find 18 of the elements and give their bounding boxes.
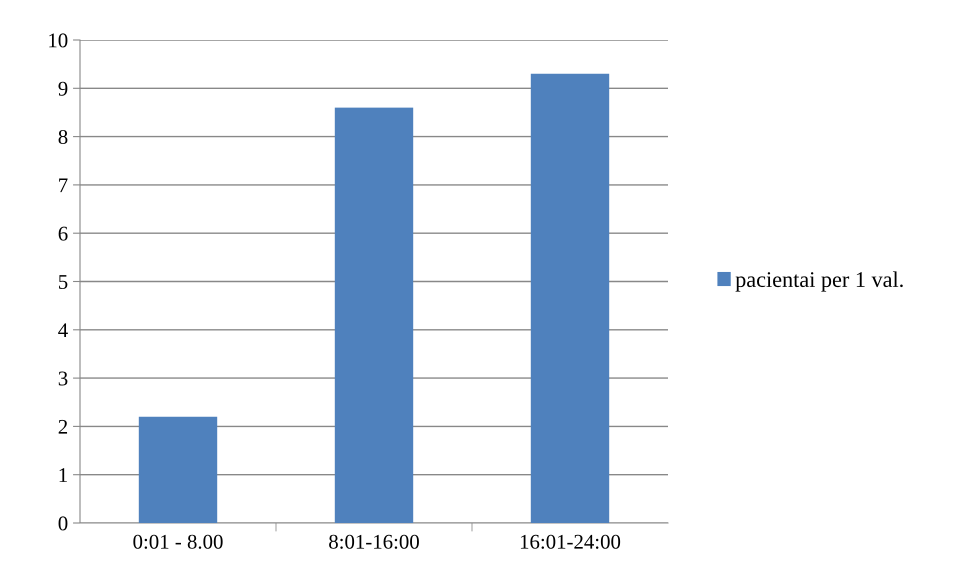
- x-tick-label: 0:01 - 8.00: [133, 534, 223, 549]
- y-tick-label: 8: [58, 130, 68, 144]
- y-tick-label: 6: [58, 226, 68, 241]
- y-tick-label: 1: [60, 468, 67, 482]
- x-tick-label: 16:01-24:00: [520, 534, 620, 549]
- y-tick-label: 10: [49, 33, 68, 48]
- bar: [530, 74, 610, 523]
- y-tick-label: 0: [58, 516, 68, 530]
- x-tick-label: 8:01-16:00: [329, 534, 419, 549]
- bar: [138, 416, 218, 523]
- bar: [334, 108, 414, 523]
- legend-label: pacientai per 1 val.: [736, 271, 903, 292]
- y-tick-label: 2: [58, 420, 68, 434]
- y-tick-label: 9: [58, 82, 68, 96]
- y-tick-label: 3: [58, 372, 68, 386]
- y-tick-label: 7: [59, 178, 68, 192]
- y-tick-label: 5: [58, 275, 68, 289]
- y-tick-label: 4: [58, 323, 68, 338]
